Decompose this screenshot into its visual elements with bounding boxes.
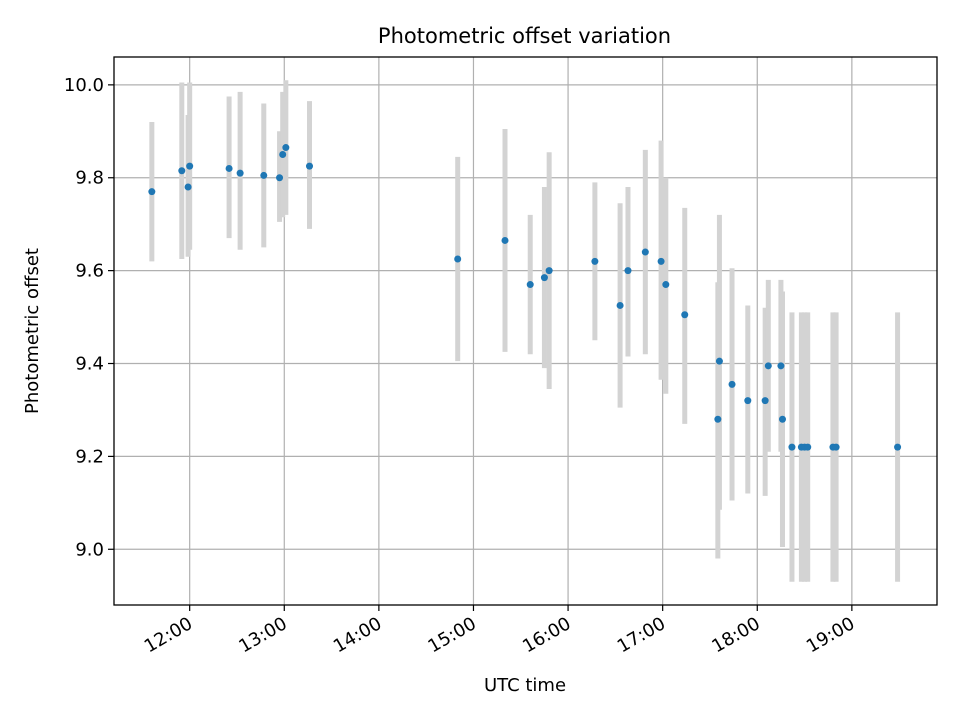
x-tick-label: 13:00: [235, 613, 290, 657]
grid: [114, 57, 937, 605]
data-point: [641, 248, 649, 256]
data-point: [657, 257, 665, 265]
data-point: [178, 167, 186, 175]
data-point: [260, 171, 268, 179]
data-point: [545, 267, 553, 275]
x-axis-title: UTC time: [484, 675, 566, 696]
data-point: [225, 164, 233, 172]
x-tick-label: 18:00: [708, 613, 763, 657]
data-points: [148, 144, 902, 451]
data-point: [526, 281, 534, 289]
data-point: [236, 169, 244, 177]
data-point: [540, 274, 548, 282]
data-point: [501, 236, 509, 244]
y-tick-label: 9.6: [75, 261, 104, 282]
data-point: [279, 151, 287, 159]
data-point: [764, 362, 772, 370]
data-point: [777, 362, 785, 370]
data-point: [591, 257, 599, 265]
x-axis: 12:00 13:00 14:00 15:00 16:00 17:00 18:00 19:00: [141, 605, 858, 657]
data-point: [788, 443, 796, 451]
x-tick-label: 19:00: [803, 613, 858, 657]
data-point: [778, 415, 786, 423]
x-tick-label: 14:00: [330, 613, 385, 657]
y-tick-label: 9.8: [75, 168, 104, 189]
data-point: [804, 443, 812, 451]
data-point: [894, 443, 902, 451]
x-tick-label: 16:00: [519, 613, 574, 657]
data-point: [276, 174, 284, 182]
y-axis: 9.0 9.2 9.4 9.6 9.8 10.0: [64, 75, 114, 560]
x-tick-label: 15:00: [425, 613, 480, 657]
data-point: [186, 162, 194, 170]
data-point: [728, 380, 736, 388]
data-point: [454, 255, 462, 263]
data-point: [744, 397, 752, 405]
data-point: [832, 443, 840, 451]
data-point: [616, 301, 624, 309]
y-tick-label: 10.0: [64, 75, 104, 96]
y-tick-label: 9.4: [75, 354, 104, 375]
y-tick-label: 9.0: [75, 539, 104, 560]
y-tick-label: 9.2: [75, 446, 104, 467]
data-point: [714, 415, 722, 423]
error-bars: [149, 80, 901, 582]
data-point: [662, 281, 670, 289]
data-point: [306, 162, 314, 170]
x-tick-label: 12:00: [141, 613, 196, 657]
data-point: [184, 183, 192, 191]
data-point: [282, 144, 290, 152]
chart-title: Photometric offset variation: [378, 24, 671, 48]
data-point: [761, 397, 769, 405]
data-point: [681, 311, 689, 319]
data-point: [148, 188, 156, 196]
plot-frame: [113, 56, 938, 606]
y-axis-title: Photometric offset: [22, 248, 43, 414]
data-point: [624, 267, 632, 275]
x-tick-label: 17:00: [614, 613, 669, 657]
data-point: [715, 357, 723, 365]
